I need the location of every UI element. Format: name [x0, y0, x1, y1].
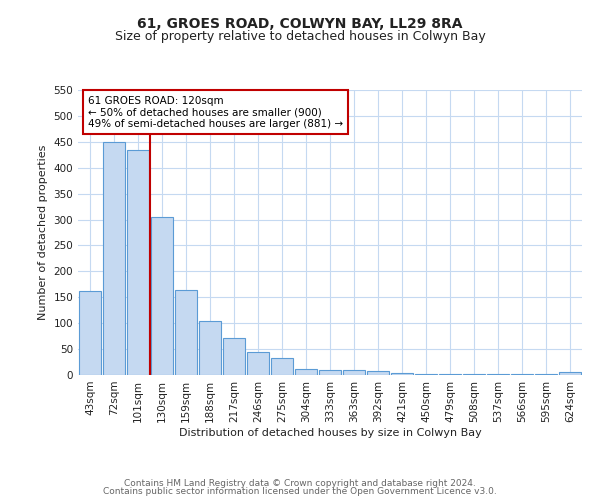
Bar [295, 369, 317, 375]
Y-axis label: Number of detached properties: Number of detached properties [38, 145, 48, 320]
Text: 61 GROES ROAD: 120sqm
← 50% of detached houses are smaller (900)
49% of semi-det: 61 GROES ROAD: 120sqm ← 50% of detached … [88, 96, 343, 129]
Bar [127, 150, 149, 375]
Bar [79, 290, 101, 375]
Bar [151, 217, 173, 375]
Bar [535, 374, 557, 375]
Bar [391, 374, 413, 375]
Bar [415, 374, 437, 375]
Bar [103, 142, 125, 375]
Bar [487, 374, 509, 375]
Bar [463, 374, 485, 375]
Bar [559, 372, 581, 375]
Text: Contains public sector information licensed under the Open Government Licence v3: Contains public sector information licen… [103, 487, 497, 496]
Bar [439, 374, 461, 375]
Bar [175, 290, 197, 375]
Bar [343, 370, 365, 375]
Bar [199, 320, 221, 375]
Bar [247, 352, 269, 375]
Bar [319, 370, 341, 375]
Text: Contains HM Land Registry data © Crown copyright and database right 2024.: Contains HM Land Registry data © Crown c… [124, 478, 476, 488]
Bar [271, 358, 293, 375]
Bar [223, 338, 245, 375]
Text: Size of property relative to detached houses in Colwyn Bay: Size of property relative to detached ho… [115, 30, 485, 43]
Bar [367, 372, 389, 375]
Text: 61, GROES ROAD, COLWYN BAY, LL29 8RA: 61, GROES ROAD, COLWYN BAY, LL29 8RA [137, 18, 463, 32]
X-axis label: Distribution of detached houses by size in Colwyn Bay: Distribution of detached houses by size … [179, 428, 481, 438]
Bar [511, 374, 533, 375]
